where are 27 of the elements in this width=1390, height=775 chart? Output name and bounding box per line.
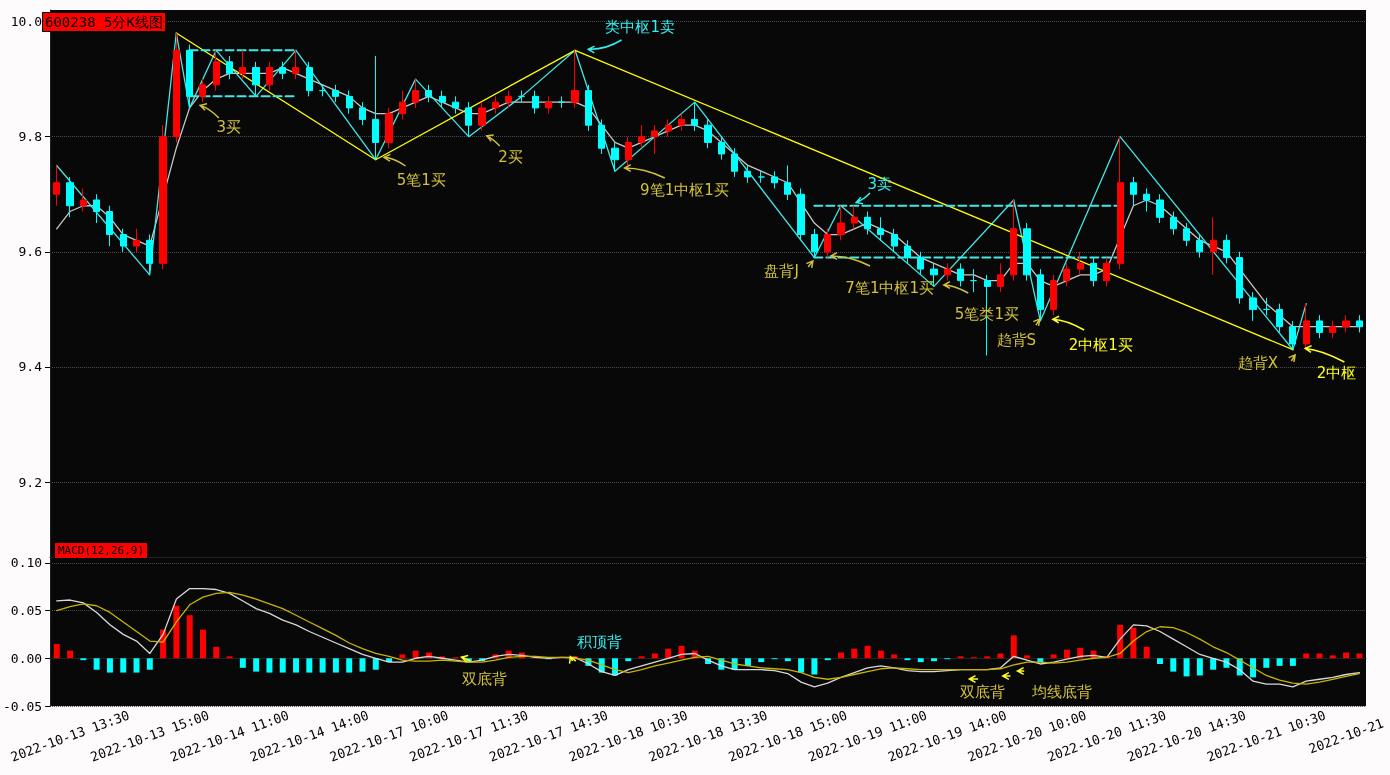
annotation: 双底背 xyxy=(960,683,1006,701)
y-tick-label: 9.4 xyxy=(18,359,43,375)
annotation: 趋背X xyxy=(1237,354,1279,372)
annotation: 7笔1中枢1买 xyxy=(845,279,935,297)
y-tick-label: 0.05 xyxy=(10,603,43,619)
annotation: 双底背 xyxy=(461,670,507,688)
y-tick-label: 0.10 xyxy=(10,555,43,571)
y-tick-label: 9.6 xyxy=(18,244,42,260)
chart-title: MACD(12,26,9) xyxy=(58,544,145,557)
annotation: 3卖 xyxy=(867,175,893,193)
annotation: 类中枢1卖 xyxy=(605,18,676,36)
y-tick-label: 9.2 xyxy=(18,474,42,490)
annotation: 2中枢 xyxy=(1316,364,1357,382)
annotation: 9笔1中枢1买 xyxy=(640,181,729,199)
annotation: 均线底背 xyxy=(1030,683,1092,701)
annotation: 2中枢1买 xyxy=(1068,336,1133,354)
y-tick-label: 10.0 xyxy=(10,14,42,30)
annotation: 积顶背 xyxy=(577,633,623,651)
y-tick-label: -0.05 xyxy=(2,698,43,714)
y-tick-label: 0.00 xyxy=(10,650,43,666)
annotation: 5笔1买 xyxy=(396,171,446,189)
annotation: 趋背S xyxy=(996,331,1037,349)
chart-title: 600238 5分K线图 xyxy=(45,14,163,30)
annotation: 2买 xyxy=(498,148,523,166)
annotation: 盘背J xyxy=(764,262,799,280)
y-tick-label: 9.8 xyxy=(18,129,42,145)
annotation: 3买 xyxy=(216,118,242,136)
